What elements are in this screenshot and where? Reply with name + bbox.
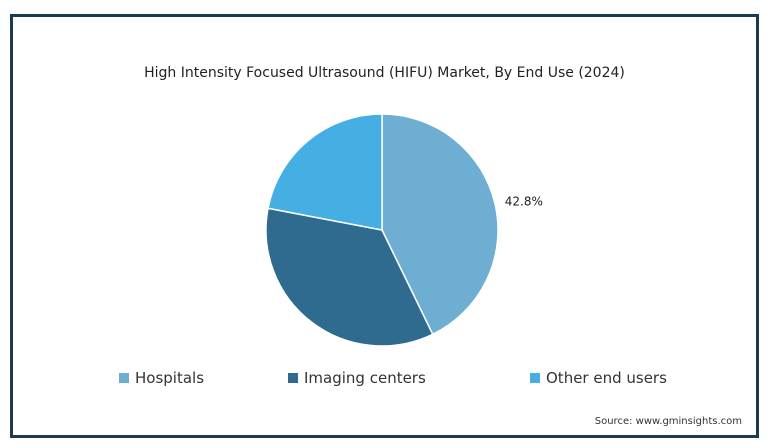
legend-swatch-other-end-users [530, 373, 540, 383]
pie-chart: 42.8% [265, 113, 543, 347]
chart-frame: High Intensity Focused Ultrasound (HIFU)… [10, 14, 759, 438]
legend-item-hospitals: Hospitals [119, 369, 204, 387]
pie-slice-hospitals [381, 113, 499, 336]
chart-title: High Intensity Focused Ultrasound (HIFU)… [144, 65, 625, 81]
legend-swatch-imaging-centers [288, 373, 298, 383]
legend-label-hospitals: Hospitals [135, 369, 205, 387]
legend-label-other-end-users: Other end users [546, 369, 667, 387]
pie-slice-other-end-users [267, 113, 383, 231]
data-label-hospitals: 42.8% [505, 195, 543, 209]
legend-label-imaging-centers: Imaging centers [304, 369, 426, 387]
source-note: Source: www.gminsights.com [594, 416, 742, 427]
legend-swatch-hospitals [119, 373, 129, 383]
legend-item-imaging-centers: Imaging centers [288, 369, 426, 387]
legend-item-other-end-users: Other end users [530, 369, 667, 387]
pie-slice-imaging-centers [265, 207, 434, 347]
